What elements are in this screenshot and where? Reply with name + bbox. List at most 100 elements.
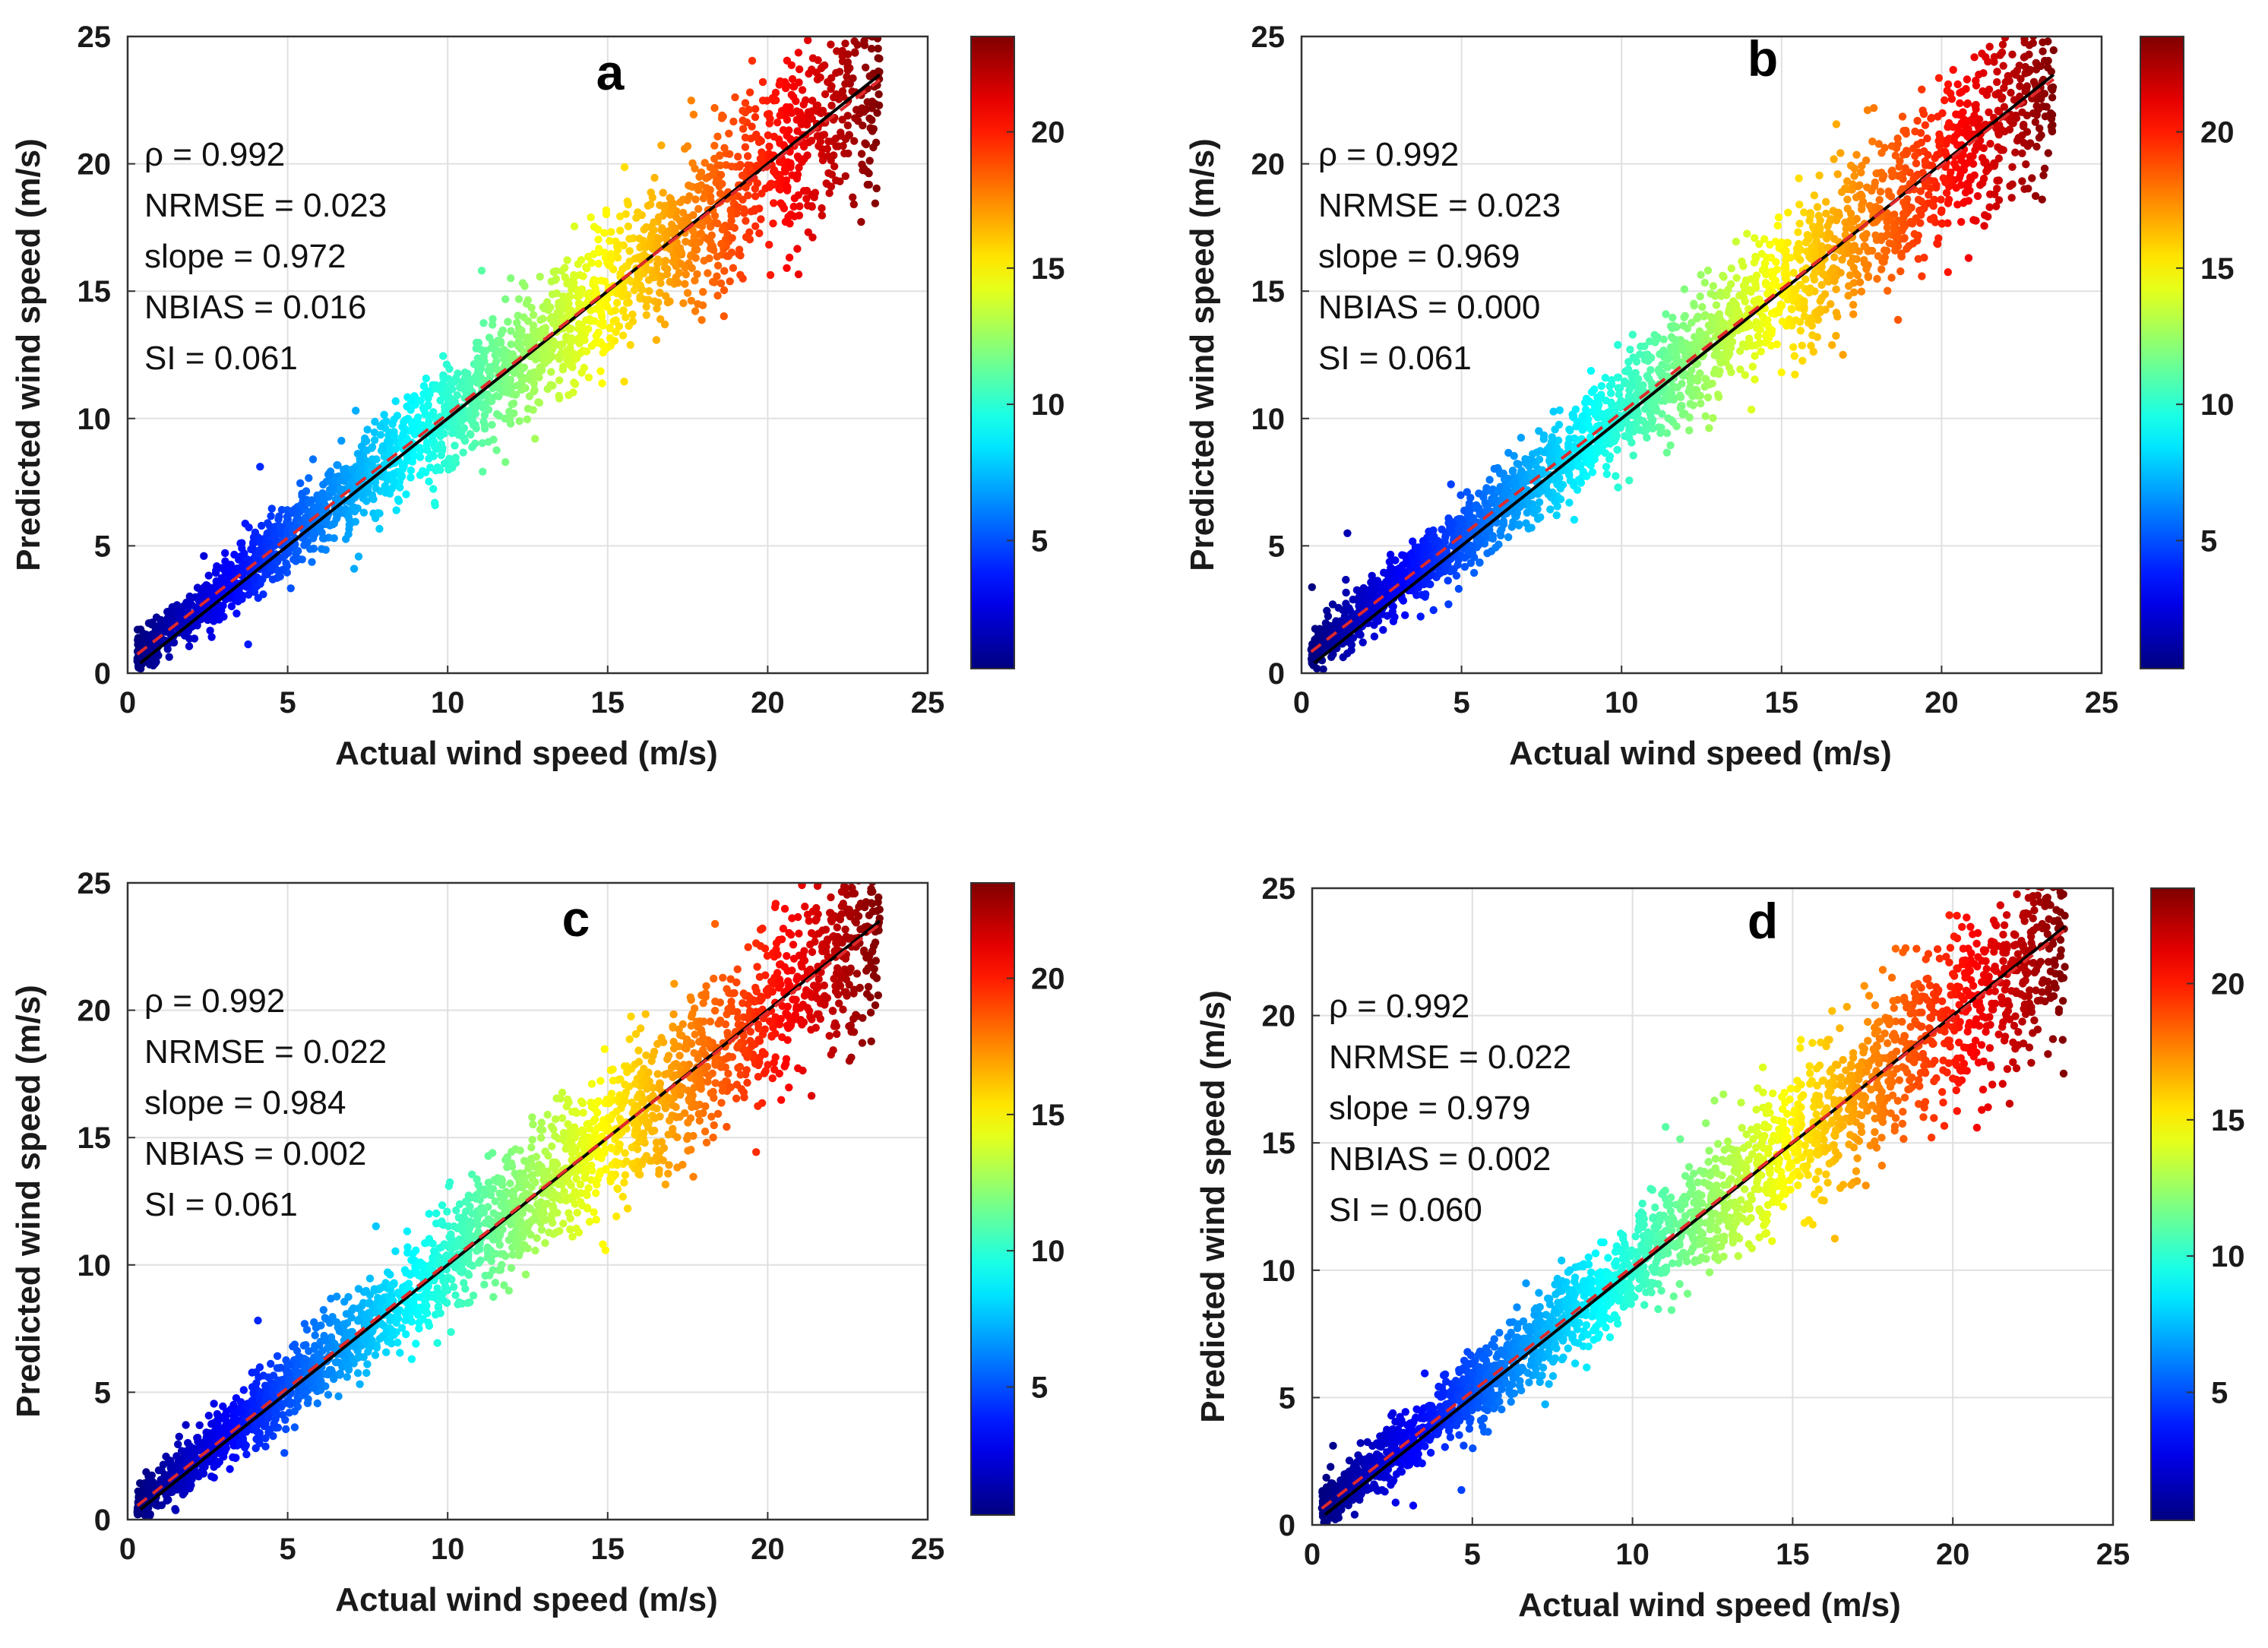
data-point — [642, 311, 650, 319]
data-point — [1709, 414, 1717, 422]
data-point — [1779, 291, 1789, 299]
data-point — [1690, 302, 1698, 310]
data-point — [1912, 159, 1921, 168]
data-point — [1981, 210, 1989, 220]
data-point — [450, 418, 458, 427]
data-point — [827, 40, 835, 49]
data-point — [267, 512, 275, 520]
data-point — [872, 184, 881, 193]
data-point — [584, 373, 593, 381]
data-point — [657, 141, 666, 150]
data-point — [1643, 433, 1651, 442]
data-point — [827, 101, 836, 110]
data-point — [2024, 185, 2032, 193]
data-point — [823, 179, 831, 188]
data-point — [779, 126, 788, 134]
data-point — [619, 306, 628, 315]
data-point — [1308, 583, 1317, 591]
data-point — [1504, 533, 1513, 542]
data-point — [532, 350, 541, 359]
data-point — [1712, 301, 1721, 309]
data-point — [1697, 270, 1705, 279]
data-point — [702, 174, 710, 182]
data-point — [298, 492, 306, 500]
data-point — [1533, 505, 1542, 514]
data-point — [688, 226, 697, 236]
data-point — [1552, 511, 1561, 520]
colorbar-tick-label: 15 — [1031, 252, 1065, 286]
data-point — [654, 213, 663, 221]
data-point — [232, 609, 241, 618]
data-point — [168, 603, 176, 612]
data-point — [827, 74, 836, 82]
data-point — [1736, 365, 1744, 374]
data-point — [1836, 149, 1845, 157]
data-point — [795, 163, 803, 172]
data-point — [536, 273, 544, 281]
data-point — [783, 182, 791, 191]
data-point — [1418, 590, 1426, 599]
data-point — [1820, 290, 1830, 299]
data-point — [708, 171, 716, 179]
data-point — [1986, 140, 1994, 148]
data-point — [334, 461, 342, 470]
data-point — [154, 651, 163, 660]
data-point — [433, 383, 441, 391]
data-point — [1934, 240, 1942, 248]
data-point — [308, 455, 318, 463]
data-point — [1916, 187, 1925, 195]
data-point — [720, 267, 729, 275]
data-point — [565, 311, 574, 319]
data-point — [1624, 365, 1633, 374]
data-point — [1757, 347, 1765, 356]
data-point — [694, 204, 703, 214]
data-point — [1368, 571, 1376, 580]
data-point — [294, 546, 302, 555]
data-point — [1896, 157, 1904, 166]
data-point — [720, 312, 728, 321]
data-point — [1751, 234, 1759, 242]
data-point — [1444, 577, 1452, 585]
data-point — [492, 446, 501, 454]
data-point — [416, 397, 425, 405]
data-point — [203, 581, 211, 590]
data-point — [1549, 407, 1558, 416]
data-point — [729, 117, 738, 126]
data-point — [1863, 106, 1872, 115]
data-point — [590, 250, 598, 258]
data-point — [1593, 393, 1602, 402]
data-point — [1806, 284, 1814, 293]
data-point — [300, 541, 308, 549]
data-point — [683, 289, 692, 297]
data-point — [871, 199, 880, 207]
data-point — [1857, 287, 1866, 296]
data-point — [1693, 339, 1701, 347]
data-point — [1794, 228, 1802, 236]
data-point — [1536, 513, 1545, 521]
data-point — [816, 73, 824, 82]
data-point — [1896, 267, 1905, 276]
data-point — [320, 495, 328, 505]
x-tick-label: 5 — [279, 686, 296, 720]
data-point — [832, 176, 840, 185]
data-point — [1944, 80, 1953, 89]
data-point — [539, 325, 547, 334]
data-point — [513, 318, 521, 327]
data-point — [843, 58, 852, 67]
data-point — [1454, 584, 1463, 593]
data-point — [1824, 222, 1832, 230]
data-point — [843, 72, 851, 81]
data-point — [480, 411, 489, 419]
data-point — [463, 388, 471, 397]
data-point — [565, 278, 574, 286]
data-point — [320, 534, 329, 542]
data-point — [1488, 532, 1497, 540]
data-point — [834, 95, 843, 103]
data-point — [1855, 247, 1864, 255]
data-point — [1917, 197, 1925, 206]
data-point — [362, 497, 371, 505]
data-point — [341, 471, 350, 479]
data-point — [1514, 460, 1523, 469]
data-point — [1803, 231, 1812, 239]
